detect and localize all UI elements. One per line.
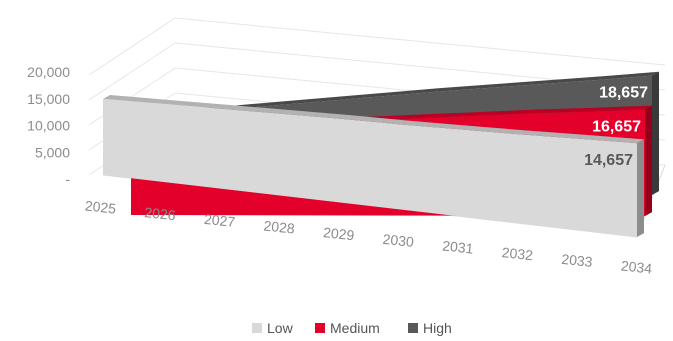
series-side (637, 139, 644, 237)
x-tick-label: 2034 (620, 257, 653, 276)
data-label-medium: 16,657 (592, 118, 641, 135)
y-tick-label: 5,000 (35, 144, 70, 160)
x-tick-label: 2029 (322, 224, 355, 243)
series-top (103, 94, 644, 144)
x-tick-label: 2025 (84, 197, 117, 216)
legend-label: Low (267, 320, 294, 336)
gridline-back (174, 17, 666, 66)
legend-swatch (315, 323, 325, 333)
x-axis-ticks: 2025 2026 2027 2028 2029 2030 2031 2032 2033 2034 (84, 197, 653, 276)
series-side (645, 105, 652, 216)
legend-label: Medium (330, 320, 380, 336)
x-tick-label: 2027 (203, 211, 236, 230)
x-tick-label: 2028 (263, 217, 296, 236)
y-axis-ticks: - 5,000 10,000 15,000 20,000 (27, 64, 70, 187)
gridline-side (88, 17, 176, 76)
y-tick-label: 15,000 (27, 91, 70, 107)
legend-swatch (252, 323, 262, 333)
data-label-low: 14,657 (584, 152, 633, 169)
x-tick-label: 2033 (561, 251, 594, 270)
legend-swatch (408, 323, 418, 333)
data-label-high: 18,657 (599, 85, 648, 102)
series-side (652, 71, 659, 195)
y-tick-label: - (65, 171, 70, 187)
legend-item-high: High (408, 320, 452, 336)
series-face (103, 98, 637, 237)
legend: Low Medium High (252, 320, 452, 336)
series-low: 14,657 (103, 94, 644, 237)
legend-label: High (423, 320, 452, 336)
x-tick-label: 2032 (501, 244, 534, 263)
x-tick-label: 2031 (442, 237, 475, 256)
x-tick-label: 2030 (382, 231, 415, 250)
y-tick-label: 10,000 (27, 118, 70, 134)
x-tick-label: 2026 (144, 204, 177, 223)
gridline-side (88, 42, 176, 101)
legend-item-low: Low (252, 320, 294, 336)
legend-item-medium: Medium (315, 320, 380, 336)
series-ribbons: 18,657 16,657 14,657 (103, 71, 659, 237)
series-top (159, 71, 659, 116)
y-tick-label: 20,000 (27, 64, 70, 80)
